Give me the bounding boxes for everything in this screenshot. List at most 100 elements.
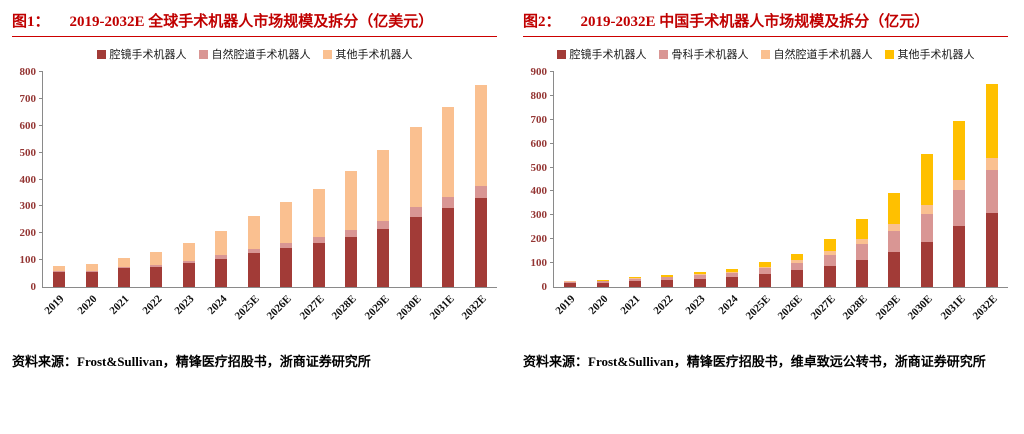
bar-segment	[215, 231, 227, 256]
x-axis-label: 2022	[140, 293, 164, 317]
bar-segment	[183, 263, 195, 287]
bar-slot	[367, 150, 399, 287]
legend-label: 自然腔道手术机器人	[774, 46, 873, 62]
figure-tag: 图1：	[12, 10, 50, 31]
y-axis-label: 400	[20, 175, 37, 186]
source-note: 资料来源：Frost&Sullivan，精锋医疗招股书，浙商证券研究所	[12, 352, 497, 372]
x-axis-label: 2019	[554, 293, 578, 317]
bar-slot	[270, 202, 302, 287]
y-axis-tick	[39, 232, 43, 233]
bar-segment	[442, 107, 454, 197]
x-slot: 2020	[75, 288, 108, 336]
y-axis-label: 0	[542, 282, 548, 293]
bar-slot	[464, 85, 496, 287]
bar-2027E	[313, 189, 325, 287]
bar-segment	[759, 274, 771, 287]
bar-2021	[118, 258, 130, 287]
bar-segment	[280, 202, 292, 243]
legend-swatch	[557, 50, 566, 59]
bar-slot	[749, 262, 781, 287]
bar-segment	[856, 260, 868, 288]
bar-segment	[694, 279, 706, 287]
x-slot: 2022	[140, 288, 173, 336]
x-axis-label: 2023	[684, 293, 708, 317]
bar-slot	[302, 189, 334, 287]
bar-2023	[183, 243, 195, 287]
bar-slot	[554, 281, 586, 287]
x-slot: 2021	[107, 288, 140, 336]
bar-segment	[791, 254, 803, 261]
x-axis-label: 2021	[619, 293, 643, 317]
bar-segment	[248, 216, 260, 250]
x-axis-label: 2021	[108, 293, 132, 317]
y-axis-tick	[550, 262, 554, 263]
bar-2027E	[824, 239, 836, 287]
legend-swatch	[761, 50, 770, 59]
bar-segment	[442, 208, 454, 287]
bar-slot	[846, 219, 878, 287]
x-axis-label: 2020	[75, 293, 99, 317]
bar-2026E	[791, 254, 803, 287]
bar-slot	[651, 275, 683, 287]
legend: 腔镜手术机器人自然腔道手术机器人其他手术机器人	[12, 46, 497, 62]
bar-2032E	[986, 84, 998, 287]
y-axis-label: 900	[531, 67, 548, 78]
y-axis-tick	[550, 119, 554, 120]
bar-segment	[629, 281, 641, 287]
bar-2031E	[442, 107, 454, 287]
x-axis-label: 2028E	[841, 293, 870, 322]
bar-2021	[629, 277, 641, 287]
y-axis-tick	[550, 71, 554, 72]
legend-label: 腔镜手术机器人	[570, 46, 647, 62]
y-axis-label: 300	[531, 210, 548, 221]
bar-segment	[118, 258, 130, 267]
y-axis-tick	[39, 125, 43, 126]
x-axis-label: 2029E	[874, 293, 903, 322]
y-axis-label: 200	[20, 228, 37, 239]
y-axis-tick	[550, 143, 554, 144]
x-slot: 2019	[42, 288, 75, 336]
x-axis-label: 2032E	[460, 293, 489, 322]
bar-2019	[53, 266, 65, 287]
x-axis-label: 2031E	[939, 293, 968, 322]
figure-tag: 图2：	[523, 10, 561, 31]
legend-label: 其他手术机器人	[898, 46, 975, 62]
x-axis-label: 2026E	[265, 293, 294, 322]
bar-segment	[597, 283, 609, 287]
y-axis-tick	[550, 238, 554, 239]
x-axis-label: 2027E	[298, 293, 327, 322]
bar-slot	[911, 154, 943, 287]
bar-2032E	[475, 85, 487, 287]
bar-2020	[86, 264, 98, 287]
legend-item: 腔镜手术机器人	[557, 46, 647, 62]
bar-2024	[726, 269, 738, 287]
x-axis-label: 2027E	[809, 293, 838, 322]
bar-segment	[150, 252, 162, 265]
bar-segment	[921, 242, 933, 287]
x-slot: 2028E	[335, 288, 368, 336]
bar-segment	[248, 253, 260, 287]
bar-segment	[824, 255, 836, 266]
bar-slot	[173, 243, 205, 287]
panel-china-market: 图2： 2019-2032E 中国手术机器人市场规模及拆分（亿元） 腔镜手术机器…	[523, 10, 1008, 434]
bar-2025E	[759, 262, 771, 287]
bar-segment	[410, 127, 422, 207]
x-axis-label: 2022	[651, 293, 675, 317]
bar-segment	[986, 213, 998, 287]
legend-swatch	[323, 50, 332, 59]
bar-2024	[215, 231, 227, 287]
x-slot: 2019	[553, 288, 586, 336]
bar-slot	[238, 216, 270, 287]
bar-segment	[280, 248, 292, 287]
bar-segment	[888, 193, 900, 225]
x-axis-label: 2032E	[971, 293, 1000, 322]
bar-slot	[75, 264, 107, 287]
bar-segment	[313, 189, 325, 237]
bar-segment	[118, 268, 130, 287]
figure-title: 2019-2032E 中国手术机器人市场规模及拆分（亿元）	[581, 10, 930, 31]
x-axis-label: 2020	[586, 293, 610, 317]
bar-2029E	[888, 193, 900, 287]
y-axis-label: 100	[20, 255, 37, 266]
